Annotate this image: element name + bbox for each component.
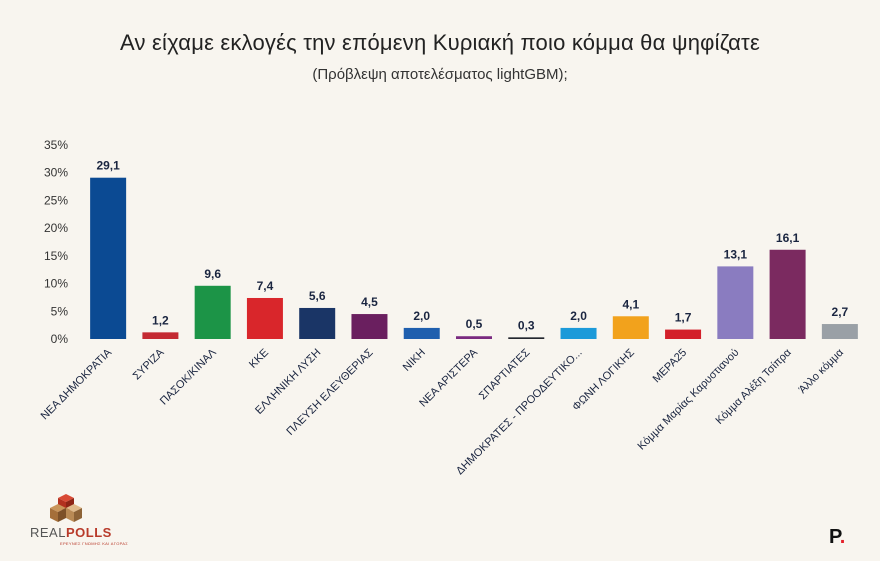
data-label: 1,2 <box>152 313 169 327</box>
chart-subtitle: (Πρόβλεψη αποτελέσματος lightGBM); <box>312 66 568 83</box>
bar <box>665 329 702 339</box>
bars <box>90 177 858 339</box>
y-axis: 0% 5% 10% 15% 20% 25% 30% 35% <box>44 138 68 346</box>
bar <box>90 177 127 339</box>
data-label: 4,1 <box>622 297 639 311</box>
bar <box>246 297 283 339</box>
realpolls-wordmark: REALPOLLS <box>30 525 112 540</box>
bar <box>612 316 649 339</box>
chart-title: Αν είχαμε εκλογές την επόμενη Κυριακή πο… <box>120 30 760 55</box>
bar <box>456 336 492 339</box>
publisher-logo: P. <box>829 526 846 548</box>
x-tick-label: ΚΚΕ <box>247 347 271 371</box>
data-label: 7,4 <box>257 279 274 293</box>
x-tick-label: ΠΛΕΥΣΗ ΕΛΕΥΘΕΡΙΑΣ <box>284 347 375 438</box>
bar <box>560 327 597 339</box>
bar <box>508 337 545 339</box>
x-tick-label: ΜΕΡΑ25 <box>651 347 690 386</box>
bar <box>351 314 388 339</box>
bar <box>769 249 806 339</box>
x-tick-label: ΠΑΣΟΚ/ΚΙΝΑΛ <box>158 346 219 407</box>
x-tick-label: ΝΙΚΗ <box>401 347 428 374</box>
x-tick-label: ΝΕΑ ΔΗΜΟΚΡΑΤΙΑ <box>39 346 115 422</box>
x-tick-label: ΣΥΡΙΖΑ <box>131 346 167 382</box>
bar <box>142 332 179 339</box>
data-label: 2,7 <box>832 305 849 319</box>
y-tick-label: 35% <box>44 138 68 152</box>
data-label: 0,5 <box>466 317 483 331</box>
x-tick-label: Άλλο κόμμα <box>797 346 847 396</box>
data-label: 2,0 <box>413 309 430 323</box>
bar <box>194 285 231 339</box>
y-tick-label: 30% <box>44 166 68 180</box>
realpolls-tagline: ΕΡΕΥΝΕΣ ΓΝΩΜΗΣ ΚΑΙ ΑΓΟΡΑΣ <box>60 541 129 546</box>
realpolls-logo-icon <box>50 494 82 522</box>
data-label: 16,1 <box>776 231 800 245</box>
data-label: 0,3 <box>518 318 535 332</box>
data-label: 13,1 <box>724 247 748 261</box>
bar <box>403 327 440 339</box>
y-tick-label: 10% <box>44 277 68 291</box>
bar <box>299 307 336 339</box>
y-tick-label: 25% <box>44 193 68 207</box>
bar <box>821 324 858 339</box>
data-label: 5,6 <box>309 289 326 303</box>
y-tick-label: 20% <box>44 221 68 235</box>
x-tick-label: ΣΠΑΡΤΙΑΤΕΣ <box>477 347 533 403</box>
bar <box>717 266 754 339</box>
value-labels: 29,1 1,2 9,6 7,4 5,6 4,5 2,0 0,5 0,3 2,0 4,1 1,7 13,… <box>96 159 848 333</box>
y-tick-label: 5% <box>51 304 69 318</box>
y-tick-label: 15% <box>44 249 68 263</box>
y-tick-label: 0% <box>51 332 69 346</box>
data-label: 29,1 <box>96 159 120 173</box>
data-label: 4,5 <box>361 295 378 309</box>
data-label: 1,7 <box>675 311 692 325</box>
data-label: 9,6 <box>204 267 221 281</box>
data-label: 2,0 <box>570 309 587 323</box>
x-tick-label: Κόμμα Μαρίας Καρυστιανού <box>636 347 742 453</box>
